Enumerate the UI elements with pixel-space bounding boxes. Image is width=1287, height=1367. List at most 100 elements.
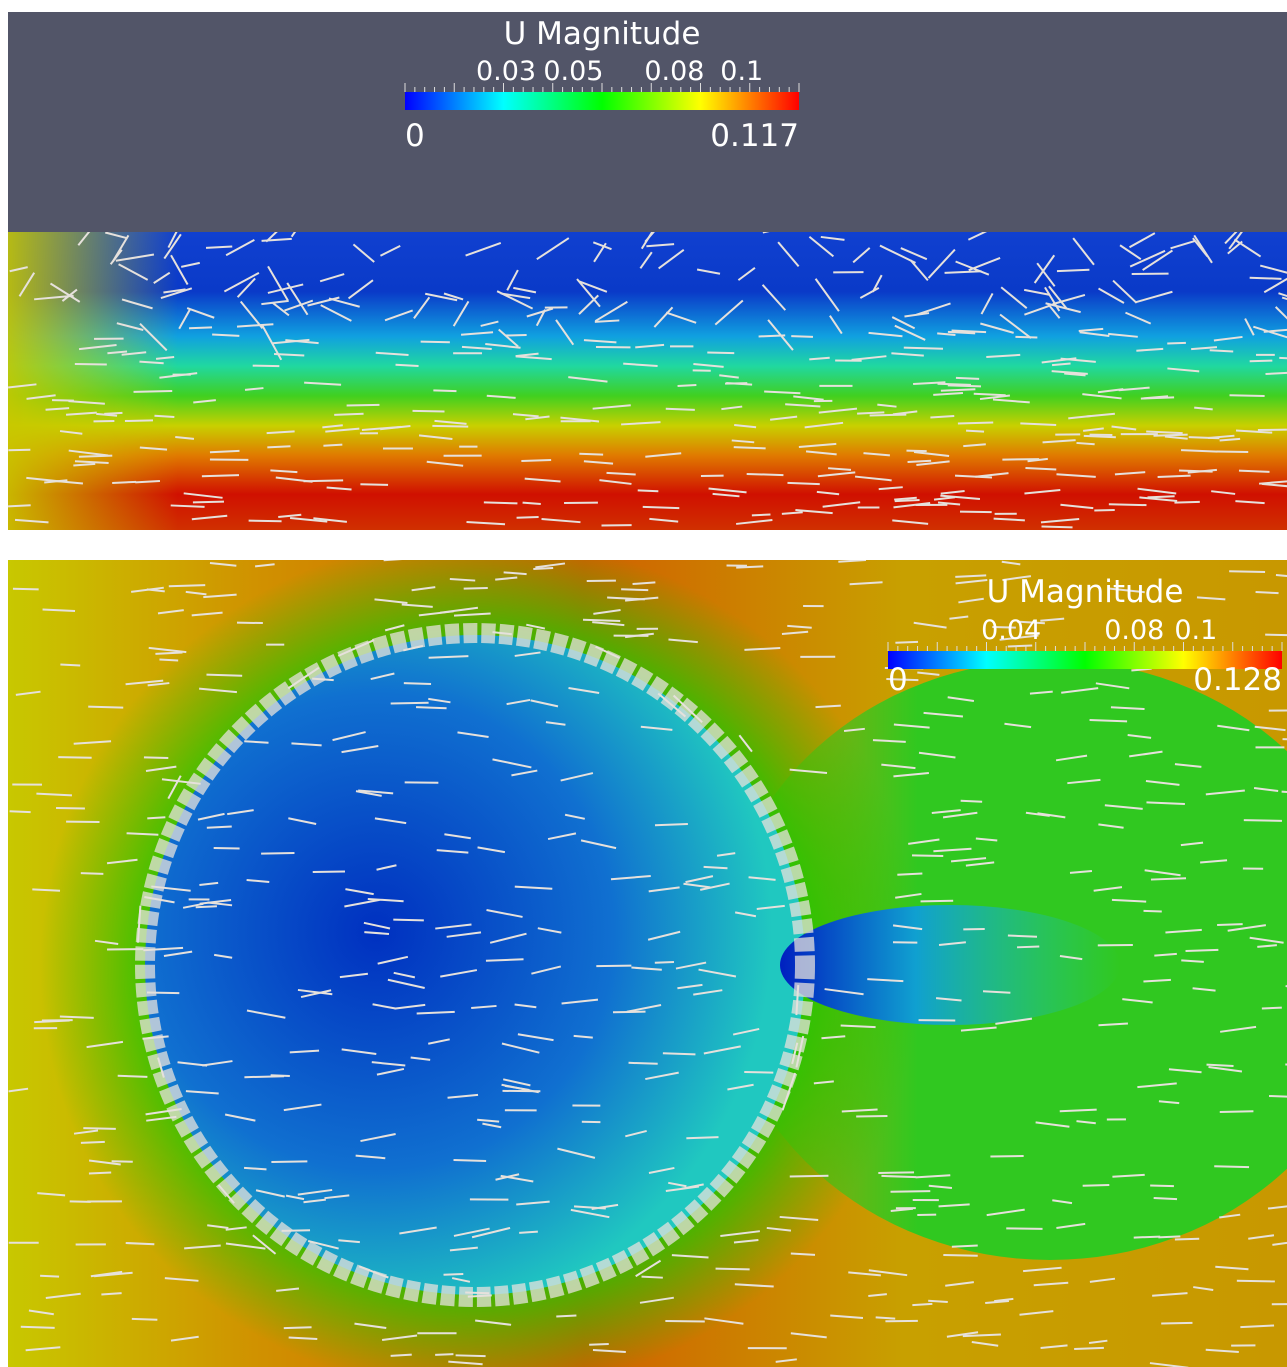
vector-arrow [568,687,600,694]
vector-arrow [288,1336,318,1341]
vector-arrow [167,232,178,249]
vector-arrow [895,640,919,644]
vector-arrow [726,382,753,386]
vector-arrow [881,763,916,770]
vector-arrow [635,1259,662,1278]
vector-arrow [852,247,871,264]
vector-arrow [928,1299,948,1304]
vector-arrow [820,235,845,241]
vector-arrow [893,502,931,509]
vector-arrow [418,434,453,441]
vector-arrow [746,472,784,477]
vector-arrow [300,989,332,999]
vector-arrow [841,1108,878,1113]
vector-arrow [933,391,964,396]
vector-arrow [68,449,109,457]
vector-arrow [594,319,620,323]
vector-arrow [721,405,743,411]
vector-arrow [568,376,608,383]
vector-arrow [640,725,673,731]
vector-arrow [512,413,539,418]
vector-arrow [243,1166,267,1171]
flow-field [8,232,1287,530]
vector-arrow [911,854,944,858]
vector-arrow [854,475,892,482]
vector-arrow [662,1052,696,1056]
vector-arrow [1042,439,1076,444]
vector-arrow [412,409,445,413]
vector-arrow [1227,240,1243,255]
vector-arrow [748,876,776,881]
vector-arrow [105,232,128,240]
vector-arrow [159,658,179,662]
vector-arrow [170,1335,199,1342]
vector-arrow [781,1072,797,1111]
vector-arrow [320,304,352,322]
vector-arrow [716,852,736,857]
vector-arrow [440,969,478,978]
vector-arrow [261,299,289,306]
vector-arrow [1072,237,1095,266]
vector-arrow [1192,987,1216,992]
vector-arrow [411,586,436,592]
vector-arrow [283,1326,312,1330]
vector-arrow [55,479,84,485]
vector-arrow [960,799,983,803]
vector-arrow [203,593,237,599]
vector-arrow [1205,1348,1239,1353]
vector-arrow [74,460,109,464]
vector-arrow [654,822,688,827]
vector-arrow [161,778,201,785]
vector-arrow [892,410,918,416]
vector-arrow [1267,1205,1287,1210]
tick-label: 0.03 [476,56,536,87]
vector-arrow [734,1283,774,1288]
vector-arrow [1261,482,1287,488]
vector-arrow [851,355,887,361]
vector-arrow [1229,394,1265,398]
vector-arrow [1033,1281,1069,1287]
vector-arrow [206,825,232,829]
vector-arrow [14,518,49,524]
vector-arrow [339,972,369,979]
vector-arrow [387,978,425,989]
vector-arrow [781,630,809,635]
vector-arrow [202,1060,233,1067]
vector-arrow [1076,1120,1096,1125]
vector-arrow [514,1003,537,1009]
vector-arrow [591,1203,619,1210]
vector-arrow [500,292,531,300]
vector-arrow [151,885,191,892]
vector-arrow [157,1057,165,1078]
vector-arrow [985,1299,1010,1305]
vector-arrow [668,1181,687,1188]
vector-arrow [515,355,552,361]
vector-arrow [465,241,502,257]
vector-arrow [80,1140,105,1144]
vector-arrow [817,471,856,478]
vector-arrow [992,398,1030,404]
vector-arrow [374,598,408,604]
vector-arrow [341,1048,377,1055]
vector-arrow [1146,430,1183,435]
vector-arrow [1174,763,1202,768]
vector-arrow [435,1353,454,1356]
vector-arrow [1111,425,1137,431]
vector-arrow [471,1226,511,1239]
vector-arrow [136,905,142,943]
vector-arrow [642,505,680,510]
vector-arrow [189,326,213,330]
vector-arrow [1206,1063,1234,1068]
vector-arrow [248,519,282,523]
vector-arrow [1282,738,1287,741]
vector-arrow [1143,909,1162,913]
vector-arrow [199,687,238,694]
vector-arrow [1079,331,1110,337]
vector-arrow [1082,393,1122,400]
vector-arrow [980,292,994,315]
vector-arrow [1178,469,1213,473]
vector-arrow [447,1093,479,1099]
vector-arrow [1076,441,1095,446]
vector-arrow [80,872,104,875]
vector-arrow [60,663,81,667]
